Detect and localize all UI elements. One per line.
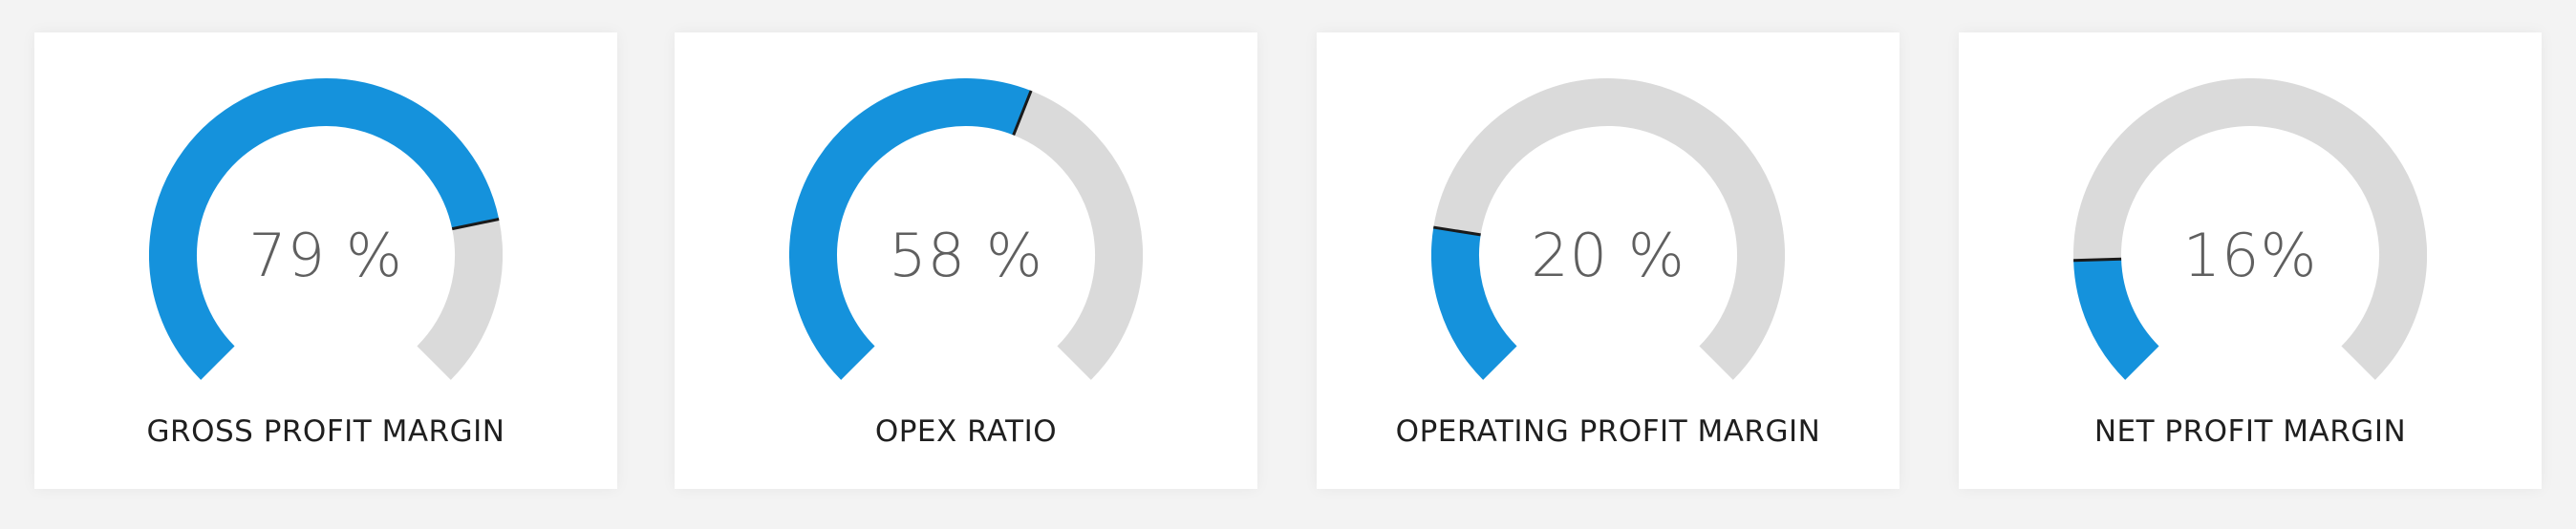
gauge-track — [417, 219, 503, 380]
gauge-value: 16% — [2182, 221, 2318, 290]
kpi-card-opex-ratio: 58 % OPEX RATIO — [675, 32, 1257, 489]
gauge-value-marker — [1012, 90, 1033, 137]
kpi-label: OPERATING PROFIT MARGIN — [1395, 414, 1821, 449]
gauge-fill — [789, 78, 1032, 380]
gauge-track — [2073, 78, 2427, 380]
kpi-card-gross-profit-margin: 79 % GROSS PROFIT MARGIN — [34, 32, 617, 489]
kpi-label: GROSS PROFIT MARGIN — [146, 414, 505, 449]
gauge-opex-ratio: 58 % — [789, 78, 1143, 432]
gauge-fill — [149, 78, 500, 380]
gauge-value: 20 % — [1531, 221, 1685, 290]
gauge-value: 79 % — [248, 221, 403, 290]
gauge-fill — [2073, 258, 2160, 380]
kpi-label: NET PROFIT MARGIN — [2093, 414, 2407, 449]
gauge-operating-profit-margin: 20 % — [1431, 78, 1785, 432]
gauge-net-profit-margin: 16% — [2073, 78, 2427, 432]
kpi-label: OPEX RATIO — [874, 414, 1058, 449]
gauge-gross-profit-margin: 79 % — [149, 78, 503, 432]
gauge-fill — [1431, 227, 1517, 380]
gauge-track — [1013, 91, 1143, 380]
kpi-card-operating-profit-margin: 20 % OPERATING PROFIT MARGIN — [1317, 32, 1900, 489]
gauge-chart — [789, 78, 1143, 380]
kpi-card-net-profit-margin: 16% NET PROFIT MARGIN — [1959, 32, 2542, 489]
gauge-value-marker — [1433, 225, 1481, 237]
gauge-chart — [2073, 78, 2427, 380]
gauge-chart — [149, 78, 503, 380]
gauge-track — [1433, 78, 1785, 380]
gauge-value-marker — [451, 218, 500, 231]
gauge-value-marker — [2073, 257, 2122, 263]
gauge-chart — [1431, 78, 1785, 380]
gauge-value: 58 % — [889, 221, 1043, 290]
